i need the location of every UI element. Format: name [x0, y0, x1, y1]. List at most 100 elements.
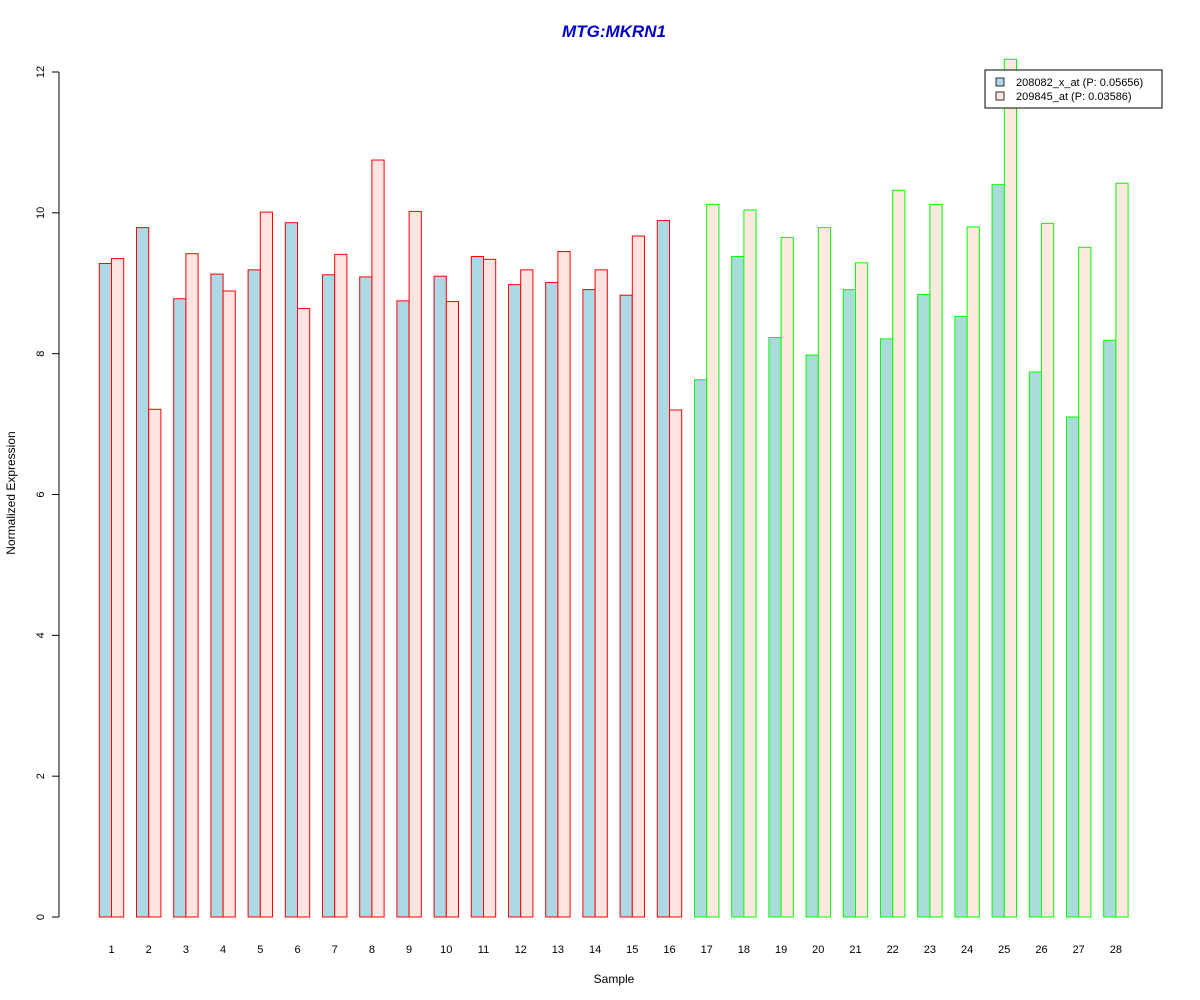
x-tick-label: 16: [663, 944, 675, 956]
bar-series-1-sample-10: [433, 275, 447, 918]
x-tick-label: 24: [961, 944, 973, 956]
bar-series-1-sample-15: [619, 294, 633, 918]
legend-label-series-1: 208082_x_at (P: 0.05656): [1016, 77, 1143, 89]
y-tick-label: 12: [35, 66, 47, 78]
y-tick-label: 0: [35, 914, 47, 920]
bar-series-1-sample-13: [545, 282, 559, 918]
bar-series-1-sample-12: [508, 284, 522, 918]
x-tick-label: 21: [849, 944, 861, 956]
bar-series-1-sample-2: [136, 227, 150, 918]
x-tick-label: 4: [220, 944, 226, 956]
bar-series-1-sample-1: [98, 263, 113, 918]
x-tick-labels: 1 2 3 4 5 6 7 8 9 10 11 12 13 14 15 16 17 18 19 20 21 22 23 24 2…: [108, 944, 1122, 956]
x-tick-label: 25: [998, 944, 1010, 956]
x-tick-label: 9: [406, 944, 412, 956]
x-tick-label: 19: [775, 944, 787, 956]
bar-series-1-sample-20: [805, 354, 819, 918]
y-tick-label: 4: [35, 632, 47, 638]
bar-series-2-sample-8: [371, 159, 385, 918]
bar-series-2-sample-3: [185, 253, 199, 918]
x-tick-label: 12: [515, 944, 527, 956]
bar-series-1-sample-6: [284, 222, 298, 918]
x-tick-label: 2: [146, 944, 152, 956]
bars: [98, 58, 1129, 918]
x-tick-label: 20: [812, 944, 824, 956]
bar-series-2-sample-24: [966, 226, 980, 918]
bar-series-2-sample-7: [334, 253, 348, 918]
y-tick-label: 6: [35, 491, 47, 497]
bar-series-2-sample-2: [148, 408, 162, 918]
x-tick-label: 3: [183, 944, 189, 956]
x-tick-label: 18: [738, 944, 750, 956]
bar-series-1-sample-11: [470, 255, 484, 918]
y-tick-label: 10: [35, 207, 47, 219]
x-tick-label: 8: [369, 944, 375, 956]
x-tick-label: 13: [552, 944, 564, 956]
y-axis: 0 2 4 6 8 10 12: [35, 66, 60, 920]
bar-series-2-sample-10: [445, 301, 459, 918]
bar-series-1-sample-14: [582, 289, 596, 918]
bar-series-1-sample-7: [322, 274, 336, 918]
bar-series-2-sample-19: [780, 236, 794, 918]
y-tick-label: 2: [35, 773, 47, 779]
x-tick-label: 17: [701, 944, 713, 956]
x-tick-label: 22: [887, 944, 899, 956]
bar-series-2-sample-22: [892, 189, 906, 918]
x-tick-label: 10: [440, 944, 452, 956]
x-tick-label: 1: [108, 944, 114, 956]
bar-series-2-sample-17: [706, 203, 720, 918]
y-tick-label: 8: [35, 351, 47, 357]
bar-series-1-sample-18: [731, 255, 745, 918]
bar-series-1-sample-28: [1103, 339, 1117, 918]
bar-series-1-sample-22: [880, 338, 894, 918]
bar-series-1-sample-26: [1028, 371, 1043, 918]
legend-box: [984, 69, 1163, 109]
bar-series-2-sample-14: [594, 269, 608, 918]
bar-series-1-sample-23: [917, 294, 931, 918]
bar-series-2-sample-15: [631, 235, 645, 918]
x-tick-label: 5: [257, 944, 263, 956]
bar-series-2-sample-25: [1003, 58, 1017, 918]
bar-series-2-sample-4: [222, 290, 236, 918]
bar-series-2-sample-28: [1115, 182, 1129, 918]
x-tick-label: 26: [1035, 944, 1047, 956]
x-tick-label: 27: [1073, 944, 1085, 956]
bar-series-2-sample-26: [1041, 222, 1055, 918]
bar-series-1-sample-21: [842, 289, 856, 918]
bar-series-2-sample-9: [408, 210, 422, 918]
x-tick-label: 15: [626, 944, 638, 956]
bar-series-2-sample-6: [297, 308, 311, 918]
bar-series-1-sample-24: [954, 315, 968, 918]
x-tick-label: 7: [332, 944, 338, 956]
bar-series-2-sample-13: [557, 251, 571, 918]
legend-label-series-2: 209845_at (P: 0.03586): [1016, 91, 1132, 103]
bar-series-1-sample-3: [173, 298, 187, 918]
bar-series-2-sample-12: [520, 269, 534, 918]
legend-swatch-series-1: [995, 77, 1005, 87]
bar-series-2-sample-21: [855, 262, 869, 918]
bar-series-1-sample-25: [991, 184, 1005, 918]
bar-series-1-sample-19: [768, 336, 782, 918]
bar-series-1-sample-16: [656, 220, 670, 918]
bar-series-2-sample-11: [483, 258, 497, 918]
bar-series-2-sample-1: [111, 258, 125, 918]
legend: 208082_x_at (P: 0.05656) 209845_at (P: 0…: [984, 69, 1163, 109]
x-tick-label: 11: [478, 944, 489, 956]
y-axis-label: Normalized Expression: [4, 431, 18, 554]
bar-series-1-sample-17: [694, 379, 708, 918]
x-tick-label: 14: [589, 944, 601, 956]
bar-series-1-sample-5: [247, 269, 261, 918]
bar-series-1-sample-27: [1066, 416, 1080, 918]
legend-swatch-series-2: [995, 91, 1005, 101]
bar-series-2-sample-5: [259, 211, 273, 918]
bar-series-2-sample-18: [743, 209, 757, 918]
bar-series-1-sample-8: [359, 276, 373, 918]
x-tick-label: 6: [294, 944, 300, 956]
x-tick-label: 28: [1110, 944, 1122, 956]
x-axis-label: Sample: [594, 972, 635, 986]
bar-series-2-sample-16: [669, 409, 683, 918]
x-tick-label: 23: [924, 944, 936, 956]
bar-series-1-sample-9: [396, 300, 410, 918]
bar-series-2-sample-27: [1078, 246, 1092, 918]
